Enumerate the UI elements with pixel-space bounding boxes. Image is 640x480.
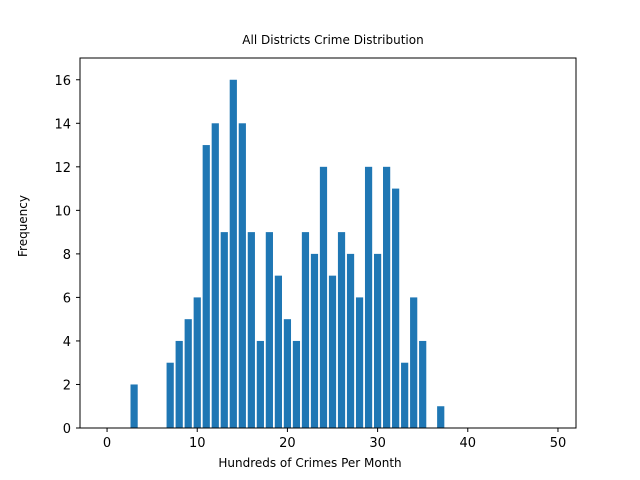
bar-35: [419, 340, 427, 428]
chart-title: All Districts Crime Distribution: [242, 33, 423, 47]
bar-10: [193, 297, 201, 428]
bar-17: [256, 340, 264, 428]
bar-32: [392, 188, 400, 428]
y-tick-label: 6: [63, 291, 71, 306]
y-axis: 0 2 4 6 8 10 12 14 16: [54, 74, 80, 437]
bar-12: [211, 123, 219, 428]
bar-24: [319, 166, 328, 428]
bar-8: [175, 340, 183, 428]
bar-15: [238, 123, 246, 428]
x-tick-label: 10: [189, 436, 206, 451]
y-tick-label: 14: [54, 117, 71, 132]
plot-frame: [79, 57, 577, 429]
y-tick-label: 16: [54, 74, 71, 89]
bar-27: [346, 253, 355, 428]
bar-16: [247, 232, 255, 428]
y-tick-label: 10: [54, 204, 71, 219]
bar-20: [283, 319, 292, 428]
bar-30: [373, 253, 382, 428]
y-tick-label: 0: [63, 422, 71, 437]
bar-11: [202, 145, 210, 428]
bar-34: [410, 297, 418, 428]
bar-13: [220, 232, 228, 428]
bar-33: [401, 362, 409, 428]
bar-22: [301, 232, 310, 428]
bar-14: [229, 79, 237, 428]
x-tick-label: 30: [369, 436, 386, 451]
y-tick-label: 4: [63, 335, 71, 350]
x-tick-label: 0: [103, 436, 111, 451]
bars: [130, 79, 445, 428]
bar-37: [437, 406, 445, 428]
bar-18: [265, 232, 273, 428]
bar-3: [130, 384, 138, 428]
x-tick-label: 20: [279, 436, 296, 451]
bar-29: [364, 166, 373, 428]
y-tick-label: 8: [63, 248, 71, 263]
x-tick-label: 40: [460, 436, 477, 451]
x-tick-label: 50: [550, 436, 567, 451]
bar-25: [328, 275, 337, 428]
bar-19: [274, 275, 282, 428]
bar-9: [184, 319, 192, 428]
x-axis-label: Hundreds of Crimes Per Month: [218, 456, 401, 470]
x-axis: 0 10 20 30 40 50: [103, 428, 566, 451]
bar-7: [166, 362, 174, 428]
bar-26: [337, 232, 346, 428]
bar-23: [310, 253, 319, 428]
y-axis-label: Frequency: [16, 195, 30, 257]
y-tick-label: 12: [54, 161, 71, 176]
bar-21: [292, 340, 301, 428]
bar-31: [383, 166, 391, 428]
y-tick-label: 2: [63, 378, 71, 393]
bar-28: [355, 297, 364, 428]
